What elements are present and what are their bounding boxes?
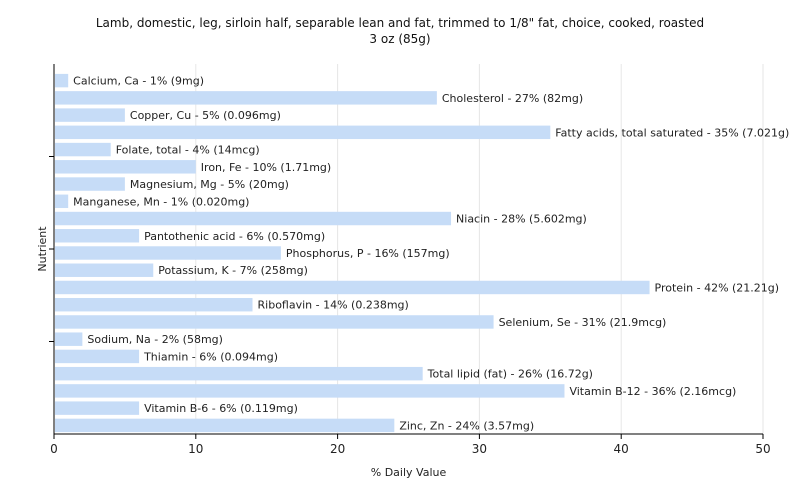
bar (55, 73, 69, 88)
bar (55, 177, 125, 191)
bar-label: Zinc, Zn - 24% (3.57mg) (399, 419, 534, 432)
chart-title: Lamb, domestic, leg, sirloin half, separ… (95, 16, 705, 30)
bar (55, 160, 196, 174)
bar (55, 211, 452, 226)
bar-label: Calcium, Ca - 1% (9mg) (73, 75, 204, 88)
bar (55, 91, 437, 105)
bar (55, 384, 565, 398)
bar (55, 349, 140, 364)
bar (55, 401, 140, 415)
x-tick-label: 20 (330, 442, 345, 456)
bar-label: Folate, total - 4% (14mcg) (116, 144, 260, 157)
bar-label: Protein - 42% (21.21g) (655, 281, 780, 294)
bar-label: Iron, Fe - 10% (1.71mg) (201, 161, 331, 174)
bar-label: Riboflavin - 14% (0.238mg) (258, 299, 409, 312)
bar-label: Manganese, Mn - 1% (0.020mg) (73, 195, 249, 208)
bar (55, 229, 140, 243)
chart-title-block: Lamb, domestic, leg, sirloin half, separ… (0, 15, 800, 47)
bar-label: Thiamin - 6% (0.094mg) (143, 350, 278, 363)
chart-subtitle: 3 oz (85g) (369, 32, 431, 46)
bar-label: Pantothenic acid - 6% (0.570mg) (144, 230, 325, 243)
bar-label: Sodium, Na - 2% (58mg) (87, 333, 223, 346)
x-axis-title: % Daily Value (371, 466, 447, 479)
y-axis-title: Nutrient (36, 226, 49, 272)
x-tick-label: 10 (188, 442, 203, 456)
x-tick-label: 0 (50, 442, 58, 456)
bar-label: Selenium, Se - 31% (21.9mcg) (499, 316, 667, 329)
x-tick-label: 40 (614, 442, 629, 456)
bar (55, 332, 83, 346)
bar (55, 418, 395, 433)
bar-label: Magnesium, Mg - 5% (20mg) (130, 178, 289, 191)
x-tick-label: 30 (472, 442, 487, 456)
x-tick-label: 50 (755, 442, 770, 456)
bar-label: Total lipid (fat) - 26% (16.72g) (427, 368, 593, 381)
bar (55, 315, 494, 329)
bar (55, 194, 69, 209)
bar-label: Vitamin B-6 - 6% (0.119mg) (144, 402, 298, 415)
bar-label: Niacin - 28% (5.602mg) (456, 213, 587, 226)
bar (55, 297, 253, 312)
bar-label: Copper, Cu - 5% (0.096mg) (130, 109, 281, 122)
bar-label: Phosphorus, P - 16% (157mg) (286, 247, 450, 260)
bar (55, 263, 154, 277)
bar (55, 280, 650, 295)
bar (55, 246, 281, 260)
bar (55, 108, 125, 122)
bar (55, 142, 111, 157)
bar (55, 125, 551, 140)
bar-label: Fatty acids, total saturated - 35% (7.02… (555, 126, 789, 139)
bar-label: Potassium, K - 7% (258mg) (158, 264, 308, 277)
bar-label: Cholesterol - 27% (82mg) (442, 92, 583, 105)
bar-label: Vitamin B-12 - 36% (2.16mcg) (569, 385, 736, 398)
bar (55, 366, 423, 381)
